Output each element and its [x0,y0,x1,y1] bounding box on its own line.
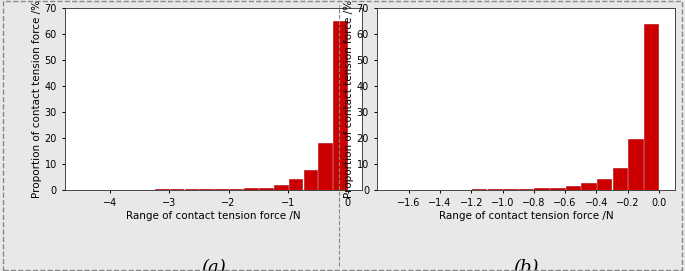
Bar [613,168,627,190]
Bar [303,170,317,190]
Bar [259,188,273,190]
Bar [214,189,228,190]
Bar [319,143,332,190]
Y-axis label: Proportion of contact tension force /%: Proportion of contact tension force /% [32,0,42,198]
Bar [288,179,302,190]
Bar [644,24,658,190]
Bar [597,179,612,190]
Text: (b): (b) [513,259,539,271]
Bar [199,189,213,190]
Bar [628,139,643,190]
Y-axis label: Proportion of contact tension force /%: Proportion of contact tension force /% [344,0,354,198]
Bar [503,189,518,190]
Bar [582,183,596,190]
Text: (a): (a) [201,259,226,271]
Bar [274,185,288,190]
Bar [566,186,580,190]
Bar [550,188,564,190]
Bar [519,189,533,190]
Bar [534,188,549,190]
X-axis label: Range of contact tension force /N: Range of contact tension force /N [438,211,613,221]
Bar [334,21,347,190]
Bar [185,189,198,190]
Bar [244,188,258,190]
Bar [229,189,243,190]
X-axis label: Range of contact tension force /N: Range of contact tension force /N [127,211,301,221]
